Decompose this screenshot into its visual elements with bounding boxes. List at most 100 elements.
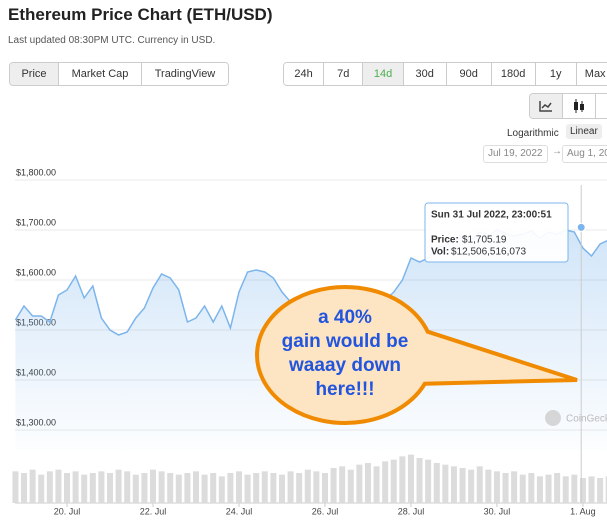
tooltip-box: [424, 202, 569, 263]
volume-bar: [227, 473, 234, 503]
chart-style-tabs: [529, 93, 607, 119]
volume-bar: [347, 469, 354, 503]
chart-style-button[interactable]: [596, 94, 607, 118]
volume-bar: [416, 458, 423, 503]
tab[interactable]: Market Cap: [59, 63, 142, 85]
volume-bar: [201, 474, 208, 503]
volume-bar: [107, 473, 114, 503]
range-button[interactable]: 1y: [535, 63, 577, 85]
line-chart-button[interactable]: [530, 94, 564, 118]
volume-bar: [442, 464, 449, 503]
range-button[interactable]: 14d: [363, 63, 404, 85]
range-button[interactable]: 30d: [403, 63, 447, 85]
volume-bar: [72, 471, 79, 503]
watermark: CoinGecko: [545, 410, 607, 426]
volume-bar: [29, 469, 36, 503]
range-button[interactable]: Max: [576, 63, 607, 85]
x-tick-label: 26. Jul: [312, 506, 339, 516]
y-tick-label: $1,600.00: [16, 267, 56, 277]
volume-bar: [132, 474, 139, 503]
volume-bar: [64, 473, 71, 503]
volume-bar: [141, 473, 148, 503]
volume-bar: [261, 471, 268, 503]
volume-bar: [38, 474, 45, 503]
linear-scale-option[interactable]: Linear: [566, 124, 602, 139]
volume-bar: [562, 476, 569, 503]
x-tick-label: 24. Jul: [226, 506, 253, 516]
volume-bar: [459, 468, 466, 503]
x-tick-label: 22. Jul: [140, 506, 167, 516]
tooltip-title: Sun 31 Jul 2022, 23:00:51: [431, 210, 552, 221]
range-button[interactable]: 90d: [446, 63, 492, 85]
view-tabs: Price Market Cap TradingView: [9, 62, 229, 86]
watermark-text: CoinGecko: [566, 414, 607, 425]
tab[interactable]: Price: [10, 63, 59, 85]
volume-bar: [192, 471, 199, 503]
annotation-line: waaay down: [288, 355, 401, 376]
annotation: a 40% gain would be waaay down here!!!: [255, 285, 578, 425]
log-scale-option[interactable]: Logarithmic: [507, 128, 559, 139]
range-button[interactable]: 24h: [284, 63, 325, 85]
volume-bar: [536, 476, 543, 503]
volume-bar: [493, 471, 500, 503]
volume-bar: [98, 471, 105, 503]
volume-bar: [330, 468, 337, 503]
line-icon: [539, 101, 552, 112]
range-button[interactable]: 7d: [324, 63, 364, 85]
volume-bar: [235, 471, 242, 503]
volume-bar: [184, 473, 191, 503]
annotation-line: here!!!: [315, 379, 374, 400]
volume-bar: [433, 463, 440, 503]
volume-bar: [287, 471, 294, 503]
volume-bar: [158, 471, 165, 503]
range-tabs: 24h 7d 14d 30d 90d 180d 1y Max: [283, 62, 607, 86]
speech-bubble: [255, 285, 578, 425]
volume-bar: [339, 466, 346, 503]
volume-bar: [502, 473, 509, 503]
candle-chart-button[interactable]: [563, 94, 597, 118]
volume-bar: [115, 469, 122, 503]
volume-bar: [175, 474, 182, 503]
annotation-line: a 40%: [318, 307, 372, 328]
volume-bar: [468, 469, 475, 503]
date-to[interactable]: Aug 1, 2022: [562, 145, 607, 163]
volume-bar: [425, 459, 432, 503]
date-from[interactable]: Jul 19, 2022: [483, 145, 548, 163]
date-arrow: →: [552, 146, 562, 157]
tooltip-price-label: Price:: [431, 235, 459, 246]
volume-bar: [321, 473, 328, 503]
volume-bar: [511, 471, 518, 503]
volume-bar: [21, 473, 28, 503]
volume-bar: [150, 469, 157, 503]
volume-bar: [89, 473, 96, 503]
volume-bar: [81, 474, 88, 503]
tooltip-vol-label: Vol:: [431, 247, 449, 258]
volume-bar: [373, 466, 380, 503]
volume-bar: [356, 464, 363, 503]
volume-bar: [476, 466, 483, 503]
page-title: Ethereum Price Chart (ETH/USD): [8, 5, 273, 24]
volume-bar: [545, 474, 552, 503]
y-tick-label: $1,800.00: [16, 167, 56, 177]
volume-bar: [12, 471, 19, 503]
range-button[interactable]: 180d: [491, 63, 536, 85]
volume-bar: [46, 471, 53, 503]
volume-bar: [278, 474, 285, 503]
volume-bar: [244, 474, 251, 503]
volume-bar: [124, 471, 131, 503]
volume-bar: [167, 473, 174, 503]
volume-bar: [597, 478, 604, 503]
volume-bar: [588, 476, 595, 503]
x-tick-label: 28. Jul: [398, 506, 425, 516]
annotation-line: gain would be: [282, 331, 409, 352]
volume-bar: [313, 471, 320, 503]
volume-bar: [519, 474, 526, 503]
y-tick-label: $1,700.00: [16, 217, 56, 227]
subtitle: Last updated 08:30PM UTC. Currency in US…: [8, 35, 216, 46]
tab[interactable]: TradingView: [142, 63, 228, 85]
volume-bar: [390, 459, 397, 503]
volume-bar: [571, 474, 578, 503]
volume-bar: [382, 461, 389, 503]
candle-icon: [574, 99, 585, 113]
